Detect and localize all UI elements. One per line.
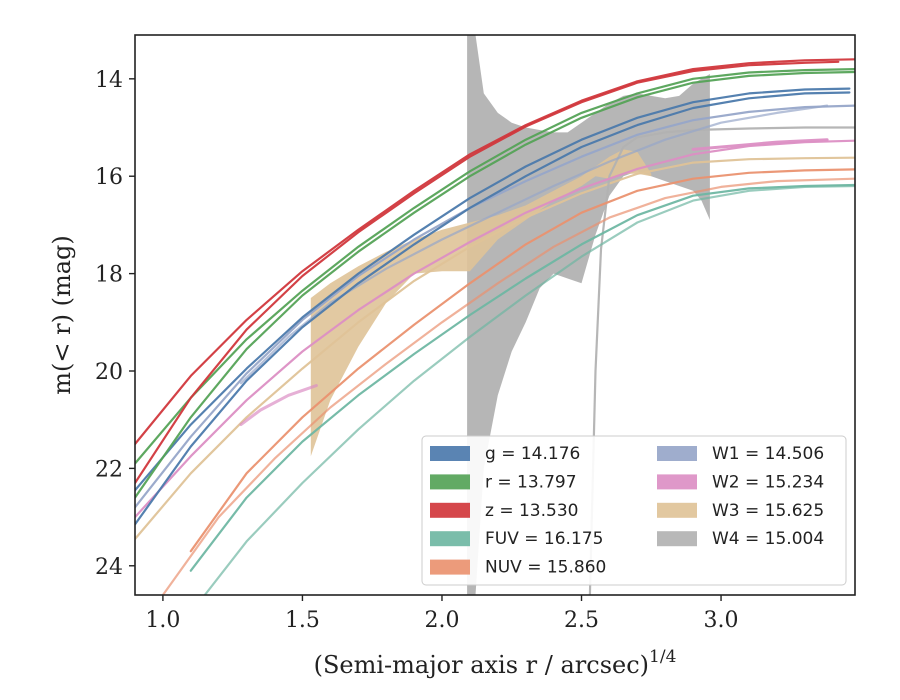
- series-line-w1-1: [239, 104, 829, 385]
- x-tick-label: 3.0: [704, 608, 739, 633]
- legend-label-w4: W4 = 15.004: [712, 529, 824, 549]
- legend-label-nuv: NUV = 15.860: [485, 558, 606, 578]
- series-line-w4-0: [588, 126, 855, 595]
- series-line-nuv-0: [189, 168, 855, 553]
- band-w3: [310, 149, 652, 457]
- series-line-w3-0: [135, 156, 855, 541]
- plot-frame: [134, 34, 856, 596]
- legend-swatch-r: [430, 474, 470, 490]
- legend-swatch-z: [430, 502, 470, 518]
- series-line-fuv-0: [189, 183, 855, 572]
- legend-swatch-w4: [657, 531, 697, 547]
- series-line-z-0: [135, 58, 855, 446]
- legend-label-r: r = 13.797: [485, 472, 577, 492]
- legend-swatch-nuv: [430, 559, 470, 575]
- legend: g = 14.176 r = 13.797 z = 13.530 FUV = 16.1…: [421, 435, 847, 586]
- legend-swatch-w3: [657, 502, 697, 518]
- legend-label-g: g = 14.176: [485, 444, 580, 464]
- axis-ticks: 1.0 1.5 2.0 2.5 3.0 14 16 18 20 22 24: [95, 68, 739, 633]
- series-line-r-1: [135, 70, 855, 499]
- y-tick-label: 14: [95, 68, 123, 93]
- legend-swatch-w2: [657, 474, 697, 490]
- x-tick-label: 1.0: [145, 608, 180, 633]
- legend-label-fuv: FUV = 16.175: [485, 529, 603, 549]
- series-line-w2-2: [691, 138, 829, 151]
- legend-label-w1: W1 = 14.506: [712, 444, 824, 464]
- legend-label-w2: W2 = 15.234: [712, 472, 824, 492]
- series-line-w1-0: [135, 104, 855, 509]
- series-line-z-1: [135, 60, 840, 485]
- legend-swatch-fuv: [430, 531, 470, 547]
- x-tick-label: 2.5: [564, 608, 599, 633]
- series-line-fuv-1: [203, 184, 855, 595]
- series-line-w2-0: [135, 139, 855, 519]
- y-tick-label: 18: [95, 263, 123, 288]
- y-tick-label: 16: [95, 165, 123, 190]
- y-tick-label: 20: [95, 360, 123, 385]
- y-tick-label: 22: [95, 457, 123, 482]
- x-tick-label: 2.0: [424, 608, 459, 633]
- legend-label-w3: W3 = 15.625: [712, 501, 824, 521]
- legend-box: [421, 435, 847, 586]
- legend-swatch-g: [430, 446, 470, 461]
- series-line-w2-1: [239, 384, 318, 427]
- y-tick-label: 24: [95, 555, 123, 580]
- series-line-nuv-1: [161, 177, 855, 595]
- series-line-g-1: [135, 91, 851, 526]
- y-axis-label: m(< r) (mag): [48, 235, 76, 394]
- legend-label-z: z = 13.530: [485, 501, 578, 521]
- series-line-r-0: [135, 68, 855, 465]
- plot-area: [135, 35, 855, 595]
- legend-swatch-w1: [657, 446, 697, 461]
- x-axis-label: (Semi-major axis r / arcsec)1/4: [314, 647, 677, 679]
- x-tick-label: 1.5: [285, 608, 320, 633]
- series-line-g-0: [135, 87, 851, 492]
